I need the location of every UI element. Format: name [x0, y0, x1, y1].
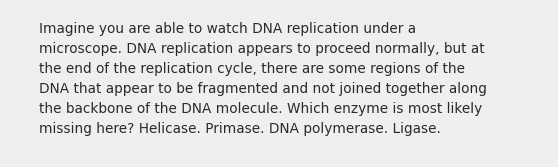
Text: Imagine you are able to watch DNA replication under a
microscope. DNA replicatio: Imagine you are able to watch DNA replic… — [39, 22, 487, 136]
